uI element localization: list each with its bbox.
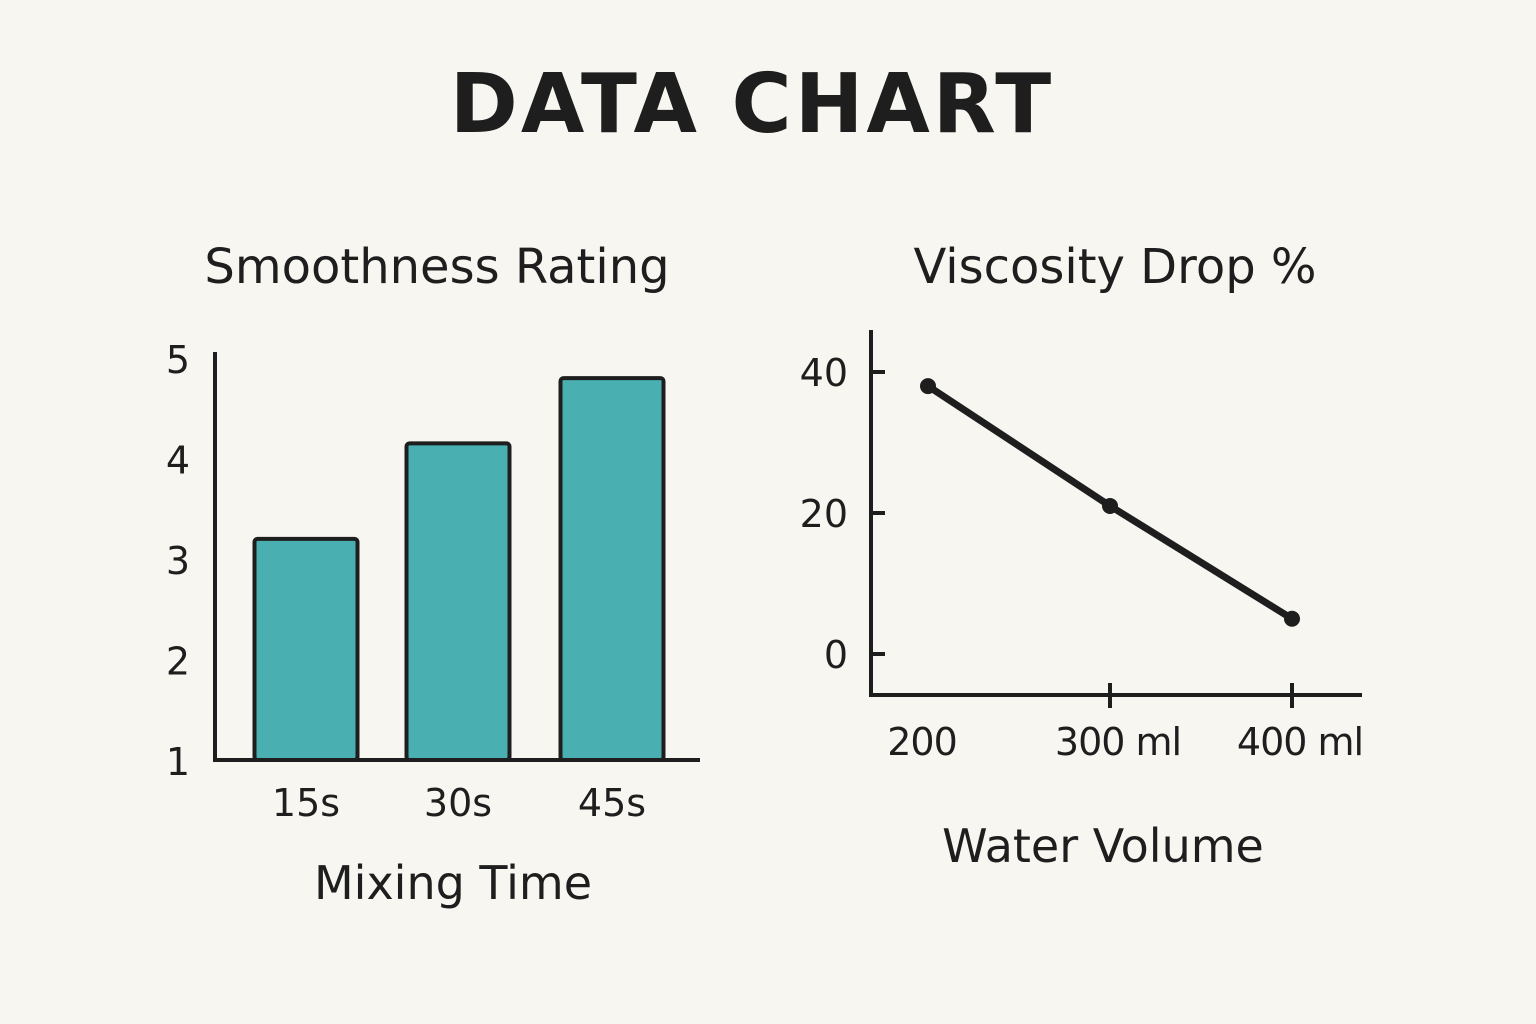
line-point [920, 378, 936, 395]
bar-chart-xlabel: Mixing Time [314, 856, 592, 910]
line-x-tick-label: 400 ml [1237, 720, 1363, 764]
bar-y-tick-label: 1 [166, 740, 190, 784]
bar-chart: Smoothness Rating Mixing Time 1 2 3 4 5 15s 30… [166, 239, 700, 910]
line-x-tick-label: 300 ml [1055, 720, 1181, 764]
line-chart-title: Viscosity Drop % [913, 239, 1316, 295]
line-point [1102, 497, 1118, 514]
line-y-tick-label: 0 [824, 633, 848, 677]
line-chart-xlabel: Water Volume [942, 819, 1264, 873]
bar [252, 536, 360, 763]
line-point [1284, 610, 1300, 627]
line-y-tick-label: 20 [800, 492, 848, 536]
bar-y-tick-label: 5 [166, 338, 190, 382]
bar-chart-title: Smoothness Rating [204, 239, 669, 295]
bar-x-tick-label: 30s [424, 781, 492, 825]
bar-x-tick-label: 45s [578, 781, 646, 825]
bar [404, 441, 512, 762]
line-chart: Viscosity Drop % Water Volume 0 20 40 200 30… [800, 239, 1364, 873]
main-title: DATA CHART [450, 57, 1054, 152]
bar [558, 376, 666, 762]
bar-x-tick-label: 15s [272, 781, 340, 825]
bar-y-tick-label: 2 [166, 640, 190, 684]
line-x-tick-label: 200 [887, 720, 957, 764]
bar-y-tick-label: 3 [166, 539, 190, 583]
bar-y-tick-label: 4 [166, 439, 190, 483]
line-y-tick-label: 40 [800, 351, 848, 395]
